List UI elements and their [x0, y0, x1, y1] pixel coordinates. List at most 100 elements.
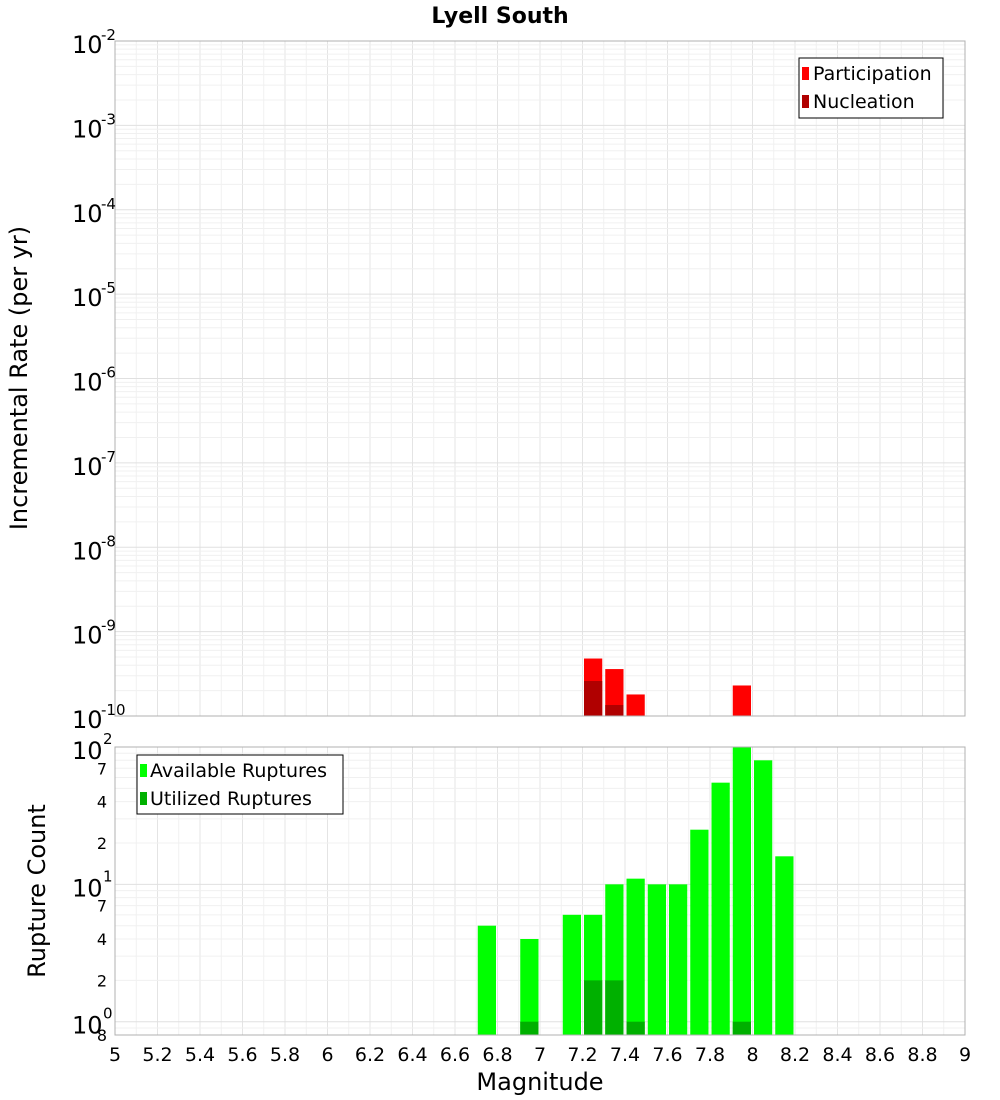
available-bar [669, 884, 688, 1035]
chart-title: Lyell South [431, 4, 568, 29]
top-y-tick-label: 10 [72, 284, 103, 312]
top-grid [114, 41, 966, 717]
available-legend-swatch [140, 764, 147, 777]
top-y-tick-label: 10 [72, 537, 103, 565]
available-legend-label: Available Ruptures [150, 760, 327, 782]
top-y-tick-label: 10 [72, 31, 103, 59]
x-tick-label: 5.4 [185, 1044, 215, 1066]
top-y-tick-exponent: -2 [101, 26, 116, 44]
bottom-y-axis-label: Rupture Count [23, 804, 51, 978]
top-bars [584, 658, 751, 716]
participation-bar [626, 694, 645, 716]
bottom-minor-tick-label: 4 [97, 793, 107, 812]
top-y-tick-label: 10 [72, 369, 103, 397]
x-tick-label: 7.8 [695, 1044, 725, 1066]
top-legend: Participation Nucleation [798, 57, 944, 119]
top-y-tick-exponent: -10 [101, 701, 126, 719]
x-tick-label: 8 [746, 1044, 758, 1066]
bottom-grid [114, 747, 966, 1035]
utilized-bar [605, 980, 624, 1035]
top-y-tick-label: 10 [72, 200, 103, 228]
top-y-tick-exponent: -8 [101, 532, 116, 550]
x-tick-label: 8.4 [822, 1044, 852, 1066]
top-y-axis-label: Incremental Rate (per yr) [5, 226, 33, 530]
top-plot-frame [114, 40, 966, 717]
x-tick-label: 8.2 [780, 1044, 810, 1066]
participation-bar [732, 685, 751, 716]
top-y-tick-exponent: -7 [101, 448, 116, 466]
available-bar [690, 829, 709, 1035]
nucleation-legend-label: Nucleation [813, 91, 915, 113]
x-tick-label: 7.2 [567, 1044, 597, 1066]
top-y-tick-label: 10 [72, 115, 103, 143]
participation-legend-swatch [802, 67, 809, 80]
x-tick-label: 8.8 [907, 1044, 937, 1066]
available-bar [754, 760, 773, 1035]
top-y-tick-label: 10 [72, 453, 103, 481]
x-tick-label: 7.6 [652, 1044, 682, 1066]
top-y-tick-exponent: -6 [101, 364, 116, 382]
bottom-minor-tick-label: 2 [97, 834, 107, 853]
bottom-y-tick-label: 10 [72, 874, 103, 902]
top-y-tick-label: 10 [72, 622, 103, 650]
bottom-legend-box [136, 754, 344, 815]
top-y-tick-exponent: -3 [101, 110, 116, 128]
x-tick-label: 9 [959, 1044, 971, 1066]
available-bar [711, 782, 730, 1035]
x-tick-label: 7.4 [610, 1044, 640, 1066]
x-axis-label: Magnitude [476, 1068, 603, 1096]
x-ticks: 5 5.2 5.4 5.6 5.8 6 6.2 6.4 6.6 6.8 7 7.2 7.4 7.6 7.8 8… [109, 1044, 971, 1066]
top-y-tick-label: 10 [72, 706, 103, 734]
available-bar [647, 884, 666, 1035]
available-bar [732, 747, 751, 1035]
bottom-y-tick-label: 10 [72, 737, 103, 765]
participation-bar [605, 669, 624, 716]
x-tick-label: 6.2 [355, 1044, 385, 1066]
utilized-bar [520, 1021, 539, 1035]
top-y-ticks: 10-210-310-410-510-610-710-810-910-10 [72, 26, 126, 734]
nucleation-legend-swatch [802, 95, 809, 108]
bottom-minor-tick-label: 4 [97, 930, 107, 949]
available-bar [520, 939, 539, 1035]
bottom-minor-tick-label: 2 [97, 971, 107, 990]
utilized-bar [626, 1021, 645, 1035]
bottom-minor-tick-label: 7 [97, 759, 107, 778]
bottom-y-tick-exponent: 0 [103, 1005, 113, 1023]
bottom-minor-tick-label: 8 [97, 1026, 107, 1045]
x-tick-label: 5.2 [142, 1044, 172, 1066]
bottom-y-tick-exponent: 2 [103, 730, 113, 748]
bottom-minor-tick-label: 7 [97, 897, 107, 916]
top-legend-box [798, 57, 944, 119]
available-bar [562, 914, 581, 1035]
bottom-plot-frame [114, 746, 966, 1036]
x-tick-label: 6.4 [397, 1044, 427, 1066]
x-tick-label: 8.6 [865, 1044, 895, 1066]
x-tick-label: 6.8 [482, 1044, 512, 1066]
utilized-legend-label: Utilized Ruptures [150, 788, 312, 810]
bottom-legend: Available Ruptures Utilized Ruptures [136, 754, 344, 815]
available-bar [626, 878, 645, 1035]
nucleation-bar [584, 680, 603, 716]
top-y-tick-exponent: -5 [101, 279, 116, 297]
utilized-bar [732, 1021, 751, 1035]
x-tick-label: 6.6 [440, 1044, 470, 1066]
x-tick-label: 5.8 [270, 1044, 300, 1066]
x-tick-label: 5.6 [227, 1044, 257, 1066]
x-tick-label: 6 [321, 1044, 333, 1066]
x-tick-label: 7 [534, 1044, 546, 1066]
utilized-legend-swatch [140, 792, 147, 805]
utilized-bar [584, 980, 603, 1035]
available-bar [477, 925, 496, 1035]
top-y-tick-exponent: -9 [101, 617, 116, 635]
x-tick-label: 5 [109, 1044, 121, 1066]
participation-legend-label: Participation [813, 63, 932, 85]
available-bar [775, 856, 794, 1035]
nucleation-bar [605, 705, 624, 716]
bottom-y-tick-label: 10 [72, 1012, 103, 1040]
bottom-y-tick-exponent: 1 [103, 867, 113, 885]
top-y-tick-exponent: -4 [101, 195, 116, 213]
bottom-bars [477, 747, 794, 1035]
